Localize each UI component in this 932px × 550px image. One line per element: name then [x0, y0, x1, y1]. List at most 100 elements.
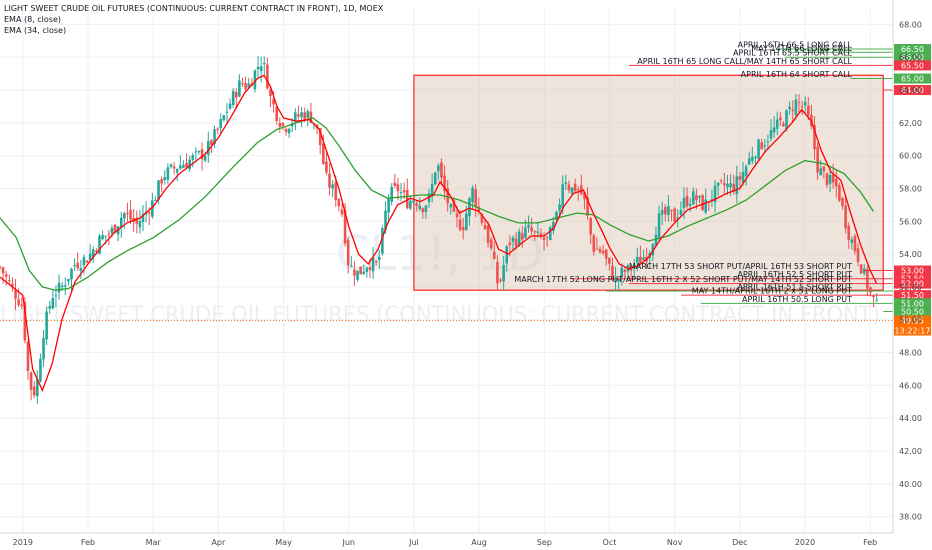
candle-body	[608, 257, 611, 264]
candle-body	[816, 146, 819, 173]
candle-body	[272, 99, 275, 105]
candle-body	[350, 265, 353, 267]
candle-body	[527, 224, 530, 228]
candle-body	[424, 205, 428, 213]
candle-body	[710, 199, 714, 201]
candle-body	[36, 379, 39, 397]
candle-body	[287, 128, 291, 134]
candle-body	[623, 269, 627, 273]
chart-legend: LIGHT SWEET CRUDE OIL FUTURES (CONTINUOU…	[4, 3, 383, 36]
candle-body	[791, 109, 795, 112]
option-level-label: MAY 14TH 66 LONG CALL	[751, 44, 852, 53]
price-tag	[894, 298, 931, 309]
candle-body	[151, 200, 154, 217]
candle-body	[331, 184, 334, 189]
candle-body	[241, 83, 244, 85]
candle-body	[570, 187, 574, 194]
price-tag	[894, 290, 931, 301]
candle-body	[657, 213, 661, 239]
candle-body	[769, 130, 773, 139]
candle-body	[455, 213, 459, 218]
candle-body	[399, 192, 403, 194]
candle-body	[51, 298, 55, 309]
candle-body	[850, 239, 854, 243]
candle-body	[493, 251, 496, 259]
candle-body	[443, 175, 446, 192]
candle-body	[101, 235, 104, 240]
candle-body	[620, 267, 624, 277]
candle-body	[356, 270, 359, 280]
candle-body	[604, 249, 608, 259]
x-tick-label: Oct	[603, 538, 617, 547]
candle-body	[639, 256, 642, 264]
candle-body	[160, 179, 163, 184]
candle-body	[262, 62, 266, 65]
last-price-label: 49.95	[901, 317, 924, 326]
candle-body	[60, 285, 64, 287]
candle-body	[496, 261, 499, 284]
candle-body	[42, 337, 45, 360]
candle-body	[179, 165, 182, 169]
candle-body	[533, 231, 537, 233]
candle-body	[415, 203, 418, 206]
candle-body	[135, 217, 139, 224]
candle-body	[57, 282, 61, 293]
option-level-label: APRIL 16TH 65.5 SHORT CALL	[733, 49, 853, 58]
candle-body	[266, 64, 269, 89]
candle-body	[23, 301, 27, 341]
candle-body	[713, 185, 717, 203]
candle-body	[234, 92, 238, 98]
candle-body	[194, 151, 198, 153]
candle-body	[328, 173, 331, 188]
option-level-label: APRIL 16TH 52.5 SHORT PUT	[737, 270, 852, 279]
candle-body	[486, 225, 490, 243]
candle-body	[676, 217, 680, 220]
candle-body	[284, 128, 288, 132]
candle-body	[636, 256, 639, 263]
candle-body	[197, 151, 201, 153]
candle-body	[17, 299, 20, 306]
candle-body	[530, 227, 533, 232]
candle-body	[281, 123, 285, 127]
candle-body	[695, 195, 698, 201]
candle-body	[322, 143, 325, 165]
ema34-legend: EMA (34, close)	[4, 26, 67, 35]
candle-body	[834, 178, 838, 187]
candle-body	[679, 209, 683, 215]
candle-body	[4, 274, 8, 277]
candle-body	[446, 188, 449, 204]
candle-body	[244, 83, 247, 89]
candle-body	[368, 267, 372, 270]
candle-body	[673, 208, 676, 222]
chart-title: LIGHT SWEET CRUDE OIL FUTURES (CONTINUOU…	[4, 4, 384, 13]
candle-body	[828, 174, 832, 184]
candle-body	[704, 199, 708, 213]
candle-body	[300, 112, 303, 118]
price-tag	[894, 73, 931, 84]
candle-body	[803, 101, 807, 106]
x-tick-label: Mar	[146, 538, 162, 547]
y-tick-label: 58.00	[899, 184, 922, 193]
candle-body	[188, 159, 191, 170]
candle-body	[629, 269, 633, 271]
candle-body	[701, 195, 704, 211]
candle-body	[402, 190, 406, 193]
price-tag	[894, 60, 931, 71]
x-tick-label: 2019	[13, 538, 33, 547]
candle-body	[719, 180, 723, 182]
candle-body	[524, 227, 527, 238]
price-tag-label: 65.00	[901, 75, 924, 84]
price-tag	[894, 278, 931, 289]
candle-body	[751, 156, 754, 161]
candle-body	[841, 198, 844, 207]
candle-body	[85, 260, 89, 263]
candle-body	[856, 248, 860, 262]
price-tag-label: 66.00	[901, 53, 924, 62]
candle-body	[797, 102, 801, 104]
candle-body	[303, 112, 306, 120]
candle-body	[685, 195, 689, 207]
candle-body	[337, 199, 341, 207]
candle-body	[381, 228, 384, 254]
